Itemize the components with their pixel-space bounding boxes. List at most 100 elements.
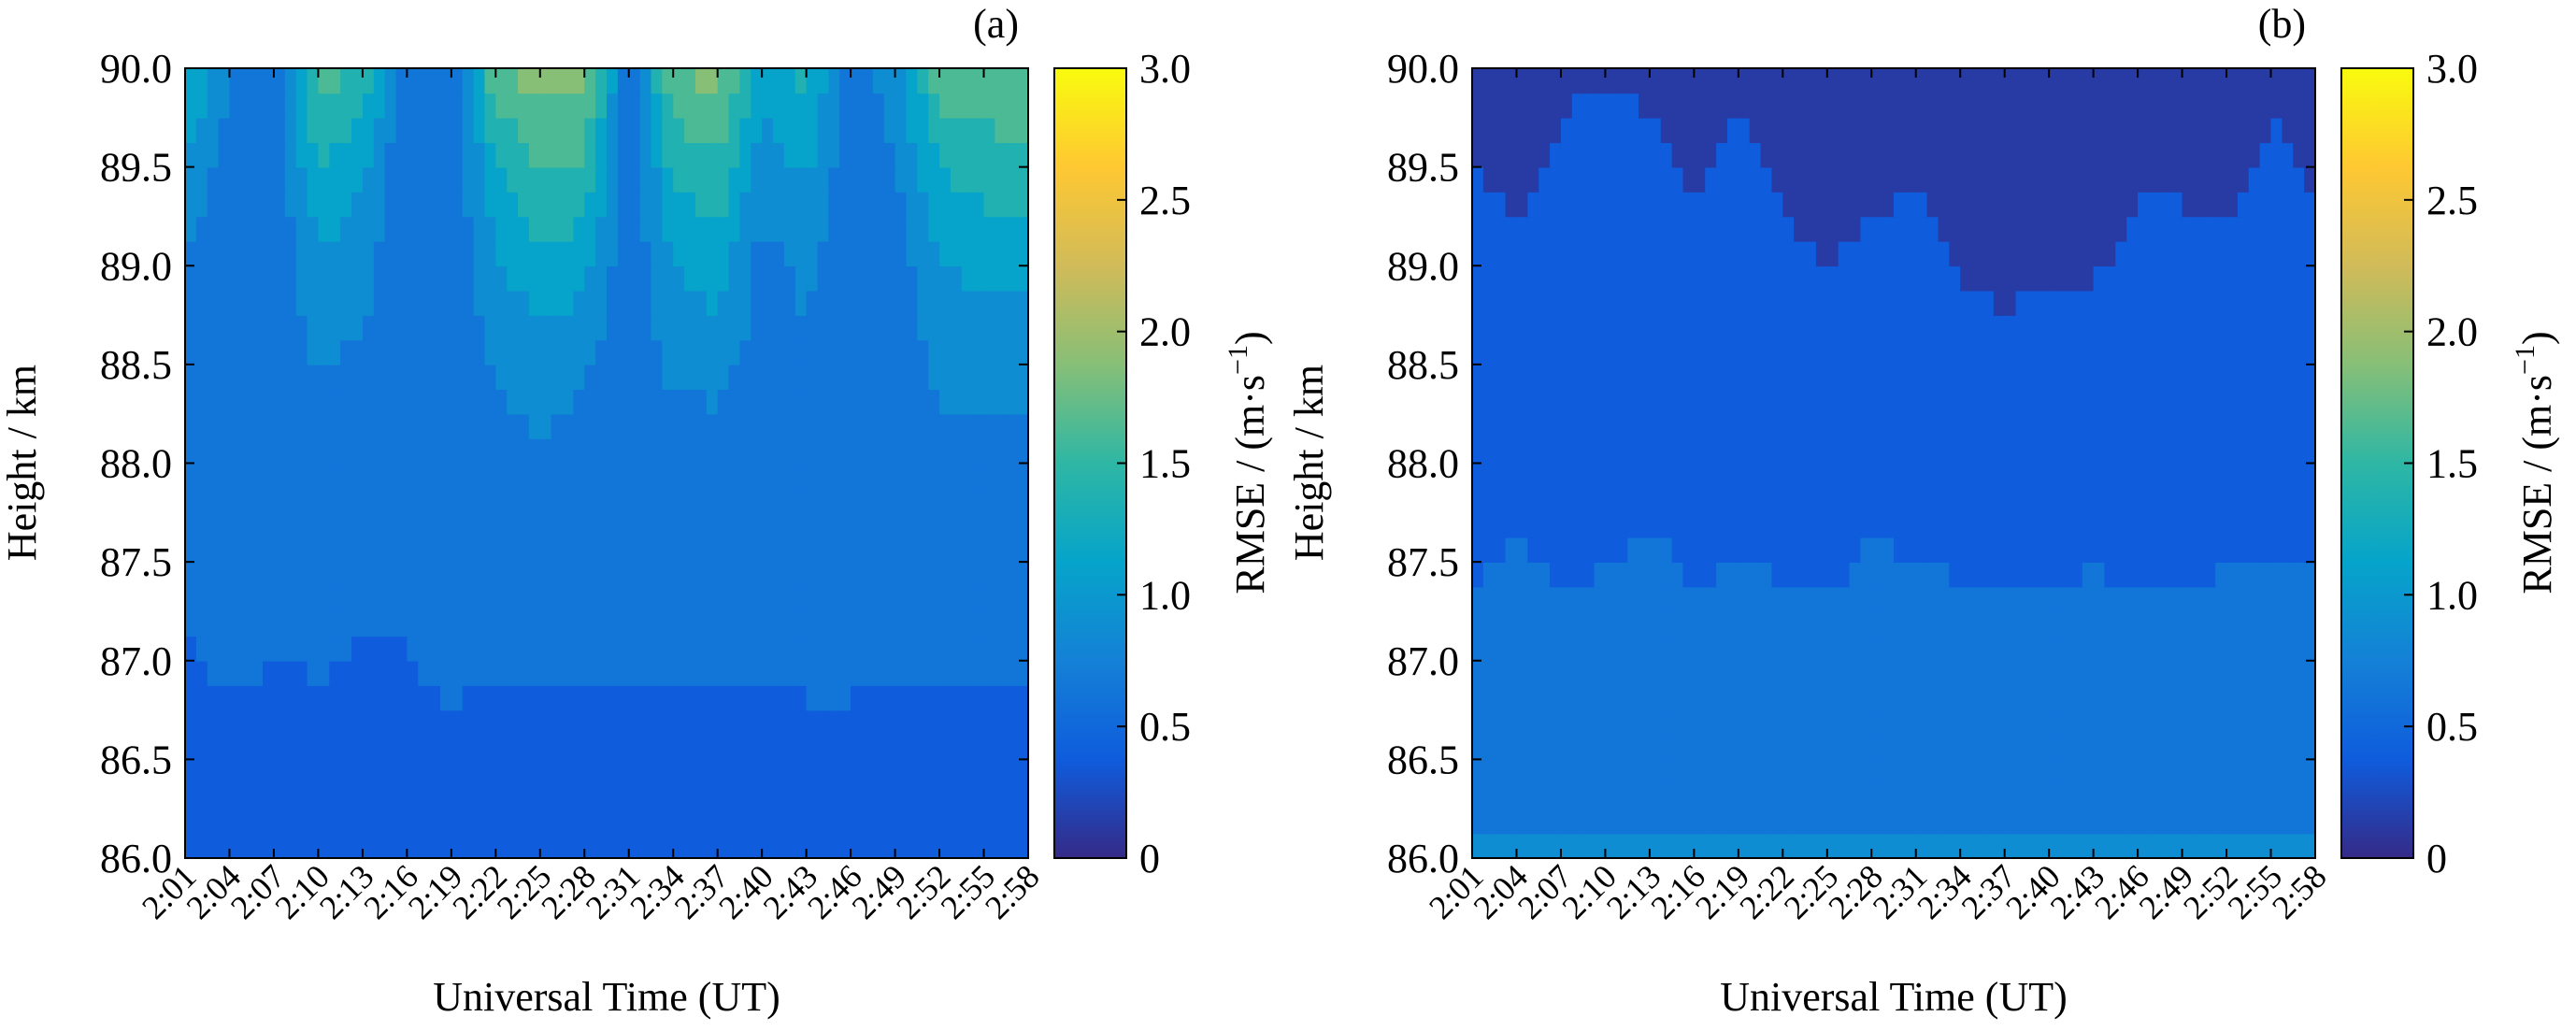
panel-a-heat-cell: [273, 364, 286, 391]
panel-a-heat-cell: [473, 438, 486, 465]
panel-b-heat-cell: [1871, 339, 1883, 365]
panel-a-heat-cell: [451, 142, 464, 168]
panel-a-heat-cell: [773, 413, 785, 439]
panel-a-heat-cell: [373, 586, 386, 612]
panel-b-heat-cell: [2304, 339, 2316, 365]
panel-a-heat-cell: [972, 315, 985, 341]
panel-a-heat-cell: [595, 636, 608, 662]
panel-b-heat-cell: [2237, 636, 2250, 662]
panel-b-heat-cell: [1550, 389, 1562, 415]
panel-b-heat-cell: [2049, 240, 2061, 267]
panel-b-heat-cell: [2282, 487, 2295, 514]
panel-b-heat-cell: [1571, 290, 1584, 316]
panel-b-heat-cell: [1527, 809, 1540, 835]
panel-a-heat-cell: [429, 759, 441, 785]
panel-b-heat-cell: [2182, 413, 2195, 439]
panel-a-colorbar-tick-label: 1.5: [1139, 441, 1191, 487]
panel-a-heat-cell: [207, 685, 220, 711]
panel-b-heat-cell: [1815, 265, 1828, 292]
panel-a-heat-cell: [373, 93, 386, 119]
panel-a-heat-cell: [473, 166, 486, 193]
panel-a-heat-cell: [817, 192, 830, 218]
panel-b-heat-cell: [2015, 562, 2028, 588]
panel-b-heat-cell: [1671, 562, 1684, 588]
panel-a-heat-cell: [539, 265, 552, 292]
panel-b-heat-cell: [2082, 809, 2095, 835]
panel-a-heat-cell: [694, 68, 708, 94]
panel-a-heat-cell: [617, 660, 630, 686]
panel-a-heat-cell: [861, 586, 874, 612]
panel-a-heat-cell: [263, 734, 275, 761]
panel-a-heat-cell: [362, 562, 375, 588]
panel-a-heat-cell: [851, 487, 863, 514]
panel-b-heat-cell: [2304, 389, 2316, 415]
panel-a-heat-cell: [573, 562, 586, 588]
panel-b-heat-cell: [1538, 759, 1551, 785]
panel-a-heat-cell: [939, 636, 952, 662]
panel-b-heat-cell: [1738, 117, 1751, 144]
panel-a-heat-cell: [273, 734, 286, 761]
panel-b-heat-cell: [1682, 610, 1696, 637]
panel-a-heat-cell: [573, 783, 586, 809]
panel-a-heat-cell: [251, 93, 264, 119]
panel-b-heat-cell: [1516, 512, 1529, 538]
panel-b-heat-cell: [1760, 93, 1773, 119]
panel-b-heat-cell: [2004, 759, 2017, 785]
panel-a-heat-cell: [1017, 636, 1029, 662]
panel-a-heat-cell: [418, 117, 430, 144]
panel-a-heat-cell: [484, 265, 497, 292]
panel-b-heat-cell: [1960, 364, 1972, 391]
panel-b-heat-cell: [1550, 166, 1562, 193]
panel-a-heat-cell: [551, 117, 564, 144]
panel-b-heat-cell: [1960, 487, 1972, 514]
panel-a-heat-cell: [839, 192, 852, 218]
panel-b-heat-cell: [1472, 610, 1484, 637]
panel-b-heat-cell: [1738, 240, 1751, 267]
panel-a-heat-cell: [229, 833, 242, 859]
panel-a-heat-cell: [961, 68, 974, 94]
panel-b-heat-cell: [2004, 660, 2017, 686]
panel-b-heat-cell: [2082, 364, 2095, 391]
panel-b-heat-cell: [2237, 833, 2250, 859]
panel-a-heat-cell: [628, 438, 641, 465]
panel-a-heat-cell: [407, 512, 420, 538]
panel-a-heat-cell: [218, 68, 231, 94]
panel-b-heat-cell: [1705, 709, 1717, 736]
panel-a-heat-cell: [407, 759, 420, 785]
panel-b-heat-cell: [1805, 586, 1817, 612]
panel-b-heat-cell: [1971, 512, 1983, 538]
panel-b-heat-cell: [2270, 636, 2283, 662]
panel-b-heat-cell: [1505, 660, 1518, 686]
panel-b-heat-cell: [1505, 734, 1518, 761]
panel-b-heat-cell: [1660, 636, 1673, 662]
panel-b-heat-cell: [1882, 783, 1895, 809]
panel-a-heat-cell: [407, 216, 420, 242]
panel-a-heat-cell: [684, 537, 696, 563]
panel-b-heat-cell: [2115, 265, 2128, 292]
panel-b-heat-cell: [1915, 759, 1928, 785]
panel-a-heat-cell: [894, 68, 908, 94]
panel-a-heat-cell: [584, 537, 596, 563]
panel-a-heat-cell: [451, 463, 464, 489]
panel-a-heat-cell: [195, 586, 208, 612]
panel-b-heat-cell: [1771, 438, 1784, 465]
panel-b-heat-cell: [1938, 734, 1951, 761]
panel-a-heat-cell: [728, 265, 741, 292]
panel-b-heat-cell: [1993, 93, 2006, 119]
panel-a-heat-cell: [651, 389, 664, 415]
panel-a-heat-cell: [1006, 586, 1018, 612]
panel-a-heat-cell: [384, 166, 397, 193]
panel-a-heat-cell: [240, 636, 253, 662]
panel-a-heat-cell: [462, 562, 475, 588]
panel-a-heat-cell: [883, 315, 896, 341]
panel-b-heat-cell: [2282, 586, 2295, 612]
panel-b-heat-cell: [1794, 636, 1806, 662]
panel-b-heat-cell: [2148, 833, 2161, 859]
panel-a-heat-cell: [595, 142, 608, 168]
panel-b-heat-cell: [1826, 833, 1839, 859]
panel-b-heat-cell: [1926, 192, 1939, 218]
panel-a-heat-cell: [639, 562, 652, 588]
panel-b-heat-cell: [2070, 685, 2083, 711]
panel-b-heat-cell: [2126, 487, 2139, 514]
panel-a-heat-cell: [539, 216, 552, 242]
